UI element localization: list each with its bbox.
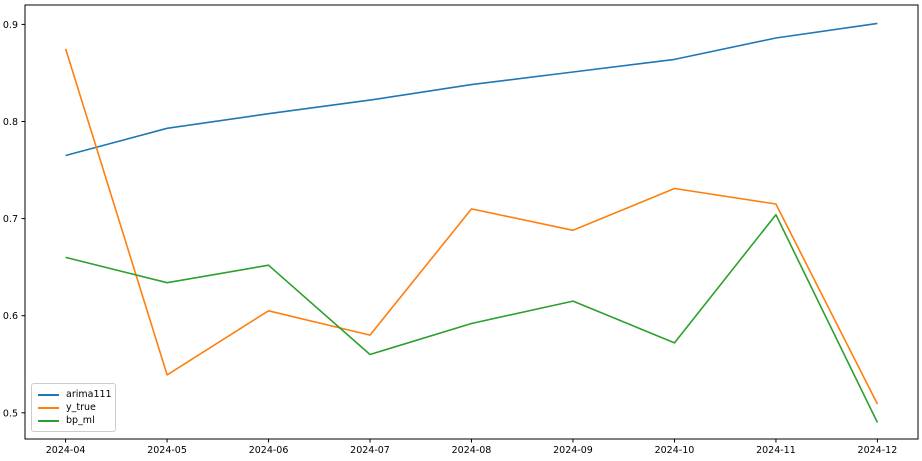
plot-spines xyxy=(24,4,919,440)
y-tick-label: 0.5 xyxy=(3,408,18,419)
series-line-bp_ml xyxy=(65,213,879,423)
legend-line-swatch xyxy=(38,406,59,409)
legend-entry: y_true xyxy=(38,401,109,414)
legend-entry: arima111 xyxy=(38,388,112,401)
legend-line-swatch xyxy=(38,419,59,422)
series-line-arima111 xyxy=(65,22,878,157)
legend-label: arima111 xyxy=(66,389,112,400)
x-tick-label: 2024-11 xyxy=(756,445,796,456)
y-tick-label: 0.7 xyxy=(3,214,18,225)
x-tick-label: 2024-07 xyxy=(350,445,390,456)
legend-label: bp_ml xyxy=(66,415,95,426)
x-tick-label: 2024-09 xyxy=(553,445,593,456)
legend: arima111 y_true bp_ml xyxy=(31,383,116,432)
x-tick-label: 2024-10 xyxy=(655,445,695,456)
x-tick-label: 2024-12 xyxy=(858,445,898,456)
y-tick-label: 0.9 xyxy=(3,20,18,31)
x-tick-label: 2024-04 xyxy=(46,445,86,456)
x-tick-label: 2024-08 xyxy=(452,445,492,456)
y-tick-label: 0.8 xyxy=(3,117,18,128)
x-tick-label: 2024-05 xyxy=(147,445,187,456)
legend-entry: bp_ml xyxy=(38,414,109,427)
series-line-y_true xyxy=(64,48,879,405)
legend-line-swatch xyxy=(38,393,59,396)
x-tick-label: 2024-06 xyxy=(249,445,289,456)
legend-label: y_true xyxy=(66,402,96,413)
y-tick-label: 0.6 xyxy=(3,311,18,322)
